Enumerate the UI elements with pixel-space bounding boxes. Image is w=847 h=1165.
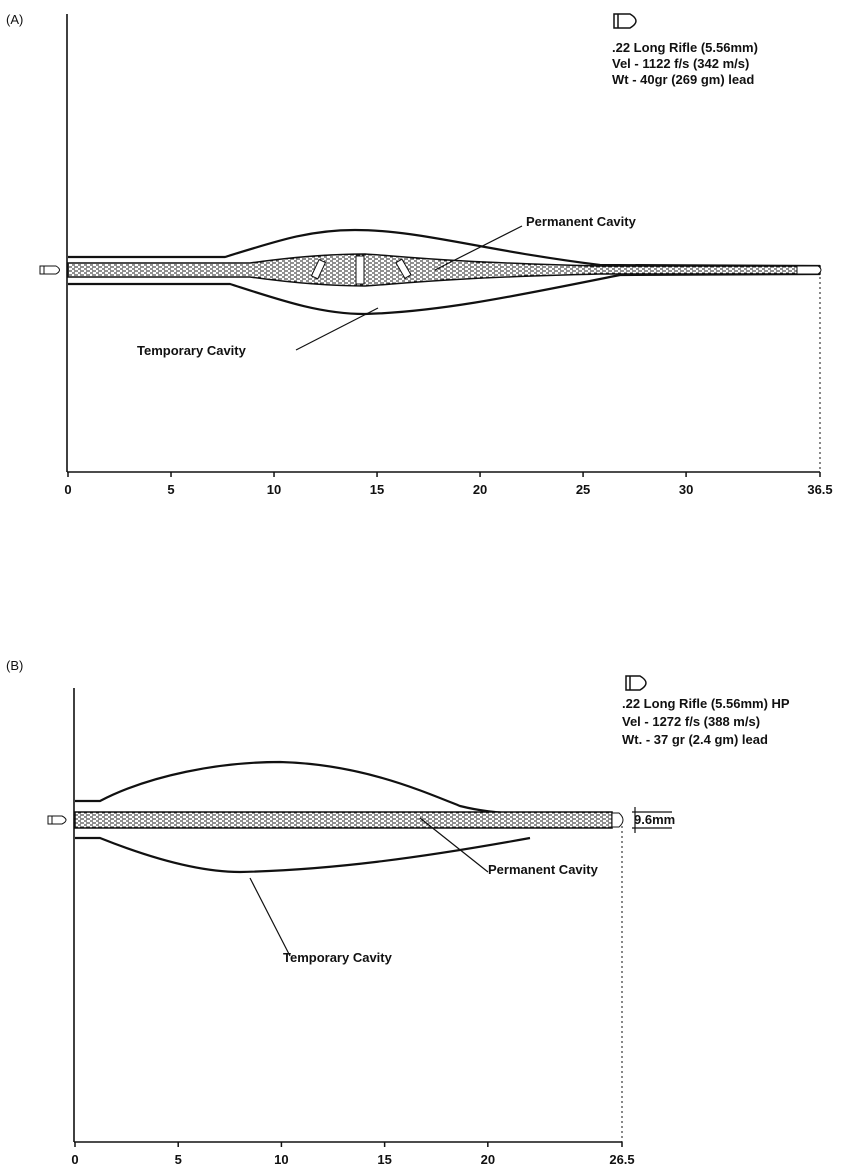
panel-label: (A) bbox=[6, 12, 23, 27]
permanent-label: Permanent Cavity bbox=[526, 214, 637, 229]
caption-line: Wt. - 37 gr (2.4 gm) lead bbox=[622, 732, 768, 747]
tick-label: 0 bbox=[64, 482, 71, 497]
panel-b: (B) .22 Long Rifle (5.56mm) HP Vel - 127… bbox=[6, 658, 790, 1165]
bullet-fragment bbox=[355, 255, 365, 285]
panel-label: (B) bbox=[6, 658, 23, 673]
panel-a: (A) .22 Long Rifle (5.56mm) Vel - 1122 f… bbox=[6, 12, 833, 497]
caption-line: .22 Long Rifle (5.56mm) bbox=[612, 40, 758, 55]
bullet-fragment bbox=[395, 258, 412, 279]
temporary-label: Temporary Cavity bbox=[137, 343, 247, 358]
permanent-cavity bbox=[67, 253, 821, 287]
leader-line bbox=[419, 817, 489, 873]
caption-line: Vel - 1272 f/s (388 m/s) bbox=[622, 714, 760, 729]
permanent-label: Permanent Cavity bbox=[488, 862, 599, 877]
bullet-icon bbox=[796, 265, 822, 275]
tick-label: 0 bbox=[71, 1152, 78, 1165]
bullet-icon bbox=[47, 815, 67, 825]
bullet-icon bbox=[611, 812, 624, 828]
tick-label: 10 bbox=[267, 482, 281, 497]
bullet-icon bbox=[625, 675, 647, 691]
temporary-cavity-lower bbox=[68, 272, 821, 316]
caption-line: Vel - 1122 f/s (342 m/s) bbox=[612, 56, 749, 71]
x-ticks: 0 5 10 15 20 25 30 36.5 bbox=[64, 472, 833, 497]
permanent-cavity bbox=[74, 811, 613, 829]
tick-label: 20 bbox=[481, 1152, 495, 1165]
bullet-icon bbox=[613, 13, 637, 29]
temporary-cavity-upper bbox=[75, 760, 511, 815]
tick-label: 36.5 bbox=[807, 482, 832, 497]
tick-label: 5 bbox=[167, 482, 174, 497]
temporary-cavity-lower bbox=[75, 836, 531, 874]
caption-line: Wt - 40gr (269 gm) lead bbox=[612, 72, 754, 87]
tick-label: 20 bbox=[473, 482, 487, 497]
tick-label: 30 bbox=[679, 482, 693, 497]
temporary-label: Temporary Cavity bbox=[283, 950, 393, 965]
caption-line: .22 Long Rifle (5.56mm) HP bbox=[622, 696, 790, 711]
leader-line bbox=[295, 307, 379, 351]
tick-label: 25 bbox=[576, 482, 590, 497]
bullet-fragment bbox=[310, 258, 327, 280]
tick-label: 15 bbox=[377, 1152, 391, 1165]
bullet-icon bbox=[39, 265, 60, 275]
tick-label: 26.5 bbox=[609, 1152, 634, 1165]
tick-label: 10 bbox=[274, 1152, 288, 1165]
temporary-cavity-upper bbox=[68, 228, 821, 268]
dimension-label: 9.6mm bbox=[634, 812, 675, 827]
tick-label: 15 bbox=[370, 482, 384, 497]
leader-line bbox=[249, 877, 291, 957]
leader-line bbox=[434, 225, 523, 271]
x-ticks: 0 5 10 15 20 26.5 bbox=[71, 1142, 635, 1165]
tick-label: 5 bbox=[175, 1152, 182, 1165]
